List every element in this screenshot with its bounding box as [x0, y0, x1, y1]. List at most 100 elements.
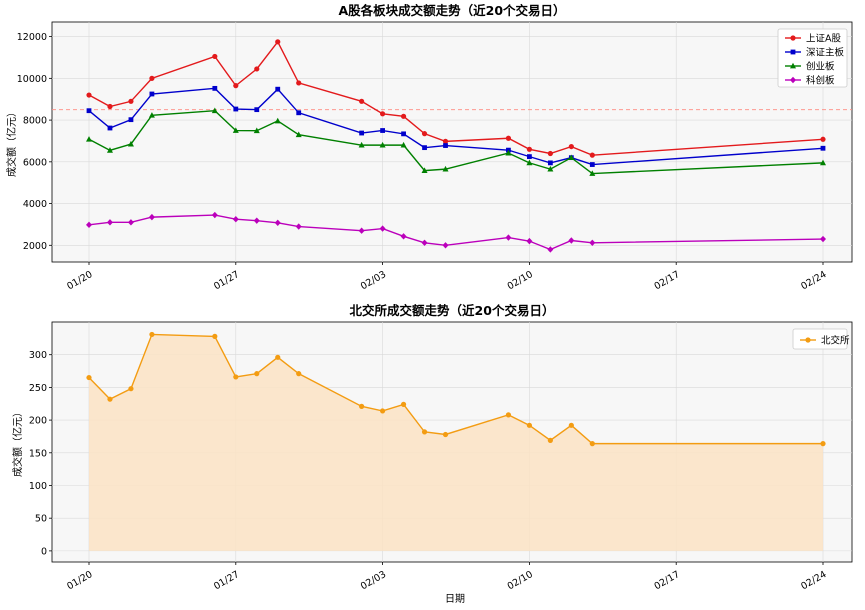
data-point	[400, 113, 407, 119]
data-point	[295, 223, 302, 230]
data-point	[107, 125, 113, 131]
legend-marker	[790, 62, 796, 69]
legend-label: 科创板	[806, 75, 835, 87]
data-point	[526, 422, 533, 428]
x-tick-label: 01/27	[212, 569, 241, 592]
data-point	[379, 225, 386, 232]
data-point	[233, 374, 239, 380]
y-tick-label: 150	[29, 448, 47, 459]
x-tick-label: 02/24	[799, 569, 828, 592]
series-3	[86, 107, 826, 176]
data-point	[380, 408, 386, 414]
data-point	[86, 108, 92, 114]
legend-entry: 科创板	[785, 75, 835, 87]
y-tick-label: 50	[35, 514, 47, 525]
series-4	[86, 211, 826, 253]
data-point	[232, 127, 239, 133]
y-tick-label: 2000	[23, 241, 47, 252]
legend-label: 深证主板	[806, 47, 845, 59]
data-point	[442, 138, 449, 144]
chart-a-share-sectors: A股各板块成交额走势（近20个交易日） 成交额（亿元） 2000 4000 6000…	[5, 3, 853, 292]
data-point	[421, 131, 428, 137]
data-point	[547, 246, 554, 253]
x-tick-label: 01/20	[65, 569, 94, 592]
data-point	[254, 66, 260, 72]
legend-marker	[790, 49, 796, 55]
data-point	[296, 110, 302, 116]
data-point	[568, 422, 574, 428]
data-point	[547, 150, 553, 157]
data-point	[296, 371, 302, 377]
legend-box	[792, 328, 848, 350]
data-point	[254, 107, 260, 113]
x-tick-label: 02/24	[799, 269, 828, 292]
y-axis-ticks: 0 50 100 150 200 250 300	[29, 350, 52, 557]
data-point	[107, 103, 113, 110]
data-point	[820, 136, 826, 142]
data-point	[589, 170, 596, 176]
data-point	[589, 441, 595, 447]
data-point	[233, 106, 239, 112]
data-point	[149, 75, 155, 81]
data-point	[442, 431, 449, 438]
x-tick-label: 02/03	[359, 269, 388, 292]
data-point	[212, 53, 218, 60]
series-group	[86, 331, 826, 447]
data-point	[400, 401, 407, 407]
legend: 北交所	[792, 328, 850, 350]
data-point	[547, 160, 553, 166]
x-tick-label: 02/17	[652, 269, 681, 292]
legend-marker	[790, 35, 796, 41]
x-axis-ticks: 01/20 01/27 02/03 02/10 02/17 02/24	[65, 562, 829, 592]
data-point	[148, 213, 155, 221]
data-point	[526, 146, 533, 152]
series-line	[88, 87, 824, 166]
x-tick-label: 02/03	[359, 569, 388, 592]
y-tick-label: 0	[41, 546, 47, 557]
data-point	[106, 219, 113, 226]
data-point	[148, 112, 155, 118]
chart-bse: 北交所成交额走势（近20个交易日） 成交额（亿元） 日期 0 50 100 150 20…	[11, 303, 853, 605]
data-point	[442, 242, 449, 249]
x-axis-label: 日期	[445, 593, 465, 605]
legend-marker	[805, 337, 811, 343]
data-point	[442, 165, 449, 172]
data-point	[820, 159, 826, 166]
data-point	[568, 143, 574, 150]
data-point	[128, 98, 134, 104]
x-tick-label: 01/27	[212, 269, 241, 292]
data-point	[589, 152, 595, 158]
data-point	[296, 80, 302, 86]
y-tick-label: 8000	[23, 116, 47, 127]
data-point	[274, 117, 281, 124]
data-point	[86, 136, 92, 142]
legend-label: 北交所	[821, 335, 850, 347]
series-1	[86, 331, 826, 447]
data-point	[820, 145, 826, 151]
x-tick-label: 02/17	[652, 569, 681, 592]
data-point	[295, 131, 302, 138]
y-tick-label: 4000	[23, 199, 47, 210]
legend-marker	[790, 76, 796, 84]
data-point	[86, 92, 92, 98]
data-point	[274, 219, 281, 226]
data-point	[505, 234, 512, 241]
y-axis-label: 成交额（亿元）	[5, 107, 18, 177]
data-point	[106, 147, 113, 153]
series-line	[88, 333, 823, 445]
series-line	[88, 40, 824, 156]
series-line	[88, 109, 824, 175]
data-point	[527, 154, 532, 160]
data-point	[149, 331, 155, 338]
data-point	[275, 354, 281, 360]
series-1	[86, 39, 826, 158]
data-point	[400, 233, 407, 240]
data-point	[253, 127, 260, 134]
data-point	[526, 237, 533, 245]
data-point	[505, 149, 512, 156]
series-2	[86, 85, 826, 167]
y-tick-label: 100	[29, 481, 47, 492]
x-tick-label: 02/10	[506, 569, 535, 592]
